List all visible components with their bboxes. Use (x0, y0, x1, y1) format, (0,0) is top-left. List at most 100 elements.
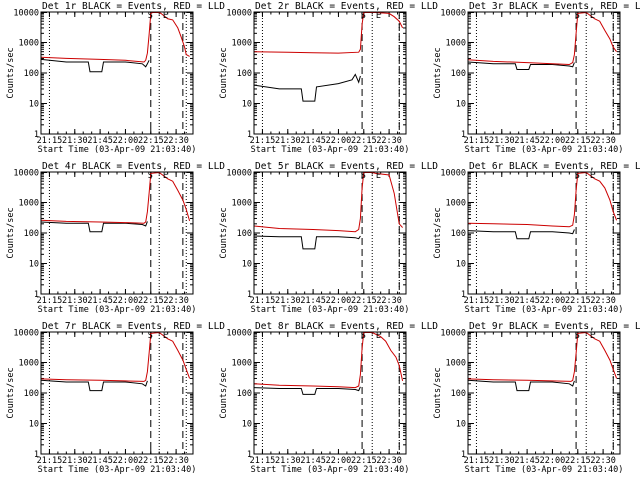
y-axis-label: Counts/sec (433, 367, 443, 418)
x-tick-label: 22:15 (351, 296, 377, 306)
marker-label-s: S (575, 11, 580, 21)
series-lld-line (253, 12, 404, 54)
x-tick-label: 22:15 (351, 136, 377, 146)
y-tick-label: 100 (237, 229, 252, 239)
x-tick-label: 22:00 (326, 456, 352, 466)
series-lld-line (40, 171, 191, 224)
y-tick-label: 10000 (13, 169, 39, 179)
series-events-line (467, 379, 575, 392)
y-tick-label: 100 (237, 69, 252, 79)
series-events-line (40, 58, 150, 73)
marker-label-s: S (575, 331, 580, 341)
x-tick-label: 21:45 (300, 456, 326, 466)
x-tick-label: 22:15 (351, 456, 377, 466)
x-tick-label: 22:00 (540, 136, 566, 146)
y-tick-label: 100 (237, 389, 252, 399)
y-tick-label: 10 (29, 420, 39, 430)
marker-label-s: S (361, 171, 366, 181)
plot-frame (253, 171, 407, 295)
x-tick-label: 22:15 (565, 296, 591, 306)
marker-label-s: S (148, 171, 153, 181)
y-tick-label: 10 (29, 100, 39, 110)
x-tick-label: 21:30 (62, 456, 88, 466)
x-tick-label: 22:30 (590, 296, 616, 306)
marker-label-s: S (575, 171, 580, 181)
y-tick-label: 10000 (226, 169, 252, 179)
series-events-line (253, 386, 361, 395)
series-lld-line (253, 172, 403, 233)
x-tick-label: 22:15 (138, 456, 164, 466)
detector-panel-2: Det 2r BLACK = Events, RED = LLD 1 10 100 10… (219, 1, 438, 155)
series-events-line (467, 61, 575, 70)
y-axis-label: Counts/sec (433, 207, 443, 258)
x-tick-label: 21:30 (489, 136, 515, 146)
x-tick-label: 21:15 (37, 136, 63, 146)
x-tick-label: 22:30 (590, 136, 616, 146)
plot-frame (40, 331, 194, 455)
panel-title: Det 2r BLACK = Events, RED = LLD (255, 1, 438, 12)
x-tick-label: 21:15 (250, 456, 276, 466)
x-tick-label: 22:15 (138, 136, 164, 146)
y-tick-label: 100 (24, 389, 39, 399)
y-axis-label: Counts/sec (219, 367, 229, 418)
x-tick-label: 21:15 (464, 296, 490, 306)
y-tick-label: 10 (29, 260, 39, 270)
y-tick-label: 10 (242, 260, 252, 270)
x-tick-label: 22:15 (565, 136, 591, 146)
y-tick-label: 1 (461, 130, 466, 140)
panel-title: Det 4r BLACK = Events, RED = LLD (42, 161, 225, 172)
x-tick-label: 21:15 (37, 456, 63, 466)
x-tick-label: 22:00 (540, 456, 566, 466)
detector-panel-7: Det 7r BLACK = Events, RED = LLD 1 10 100 10… (6, 321, 225, 475)
series-lld-line (467, 171, 618, 228)
detector-panel-5: Det 5r BLACK = Events, RED = LLD 1 10 100 10… (219, 161, 438, 315)
detector-panel-9: Det 9r BLACK = Events, RED = LLD 1 10 100 10… (433, 321, 640, 475)
plot-frame (253, 331, 407, 455)
x-tick-label: 21:15 (250, 136, 276, 146)
marker-label-e: E (376, 171, 381, 181)
x-axis-label: Start Time (03-Apr-09 21:03:40) (251, 145, 410, 155)
x-axis-label: Start Time (03-Apr-09 21:03:40) (251, 305, 410, 315)
y-tick-label: 10000 (13, 329, 39, 339)
series-events-line (467, 229, 575, 240)
panel-title: Det 1r BLACK = Events, RED = LLD (42, 1, 225, 12)
y-tick-label: 100 (451, 229, 466, 239)
y-tick-label: 10000 (440, 169, 466, 179)
y-axis-label: Counts/sec (6, 47, 16, 98)
x-tick-label: 22:00 (113, 296, 139, 306)
y-tick-label: 1000 (19, 199, 39, 209)
marker-label-e: E (376, 331, 381, 341)
y-tick-label: 10000 (13, 9, 39, 19)
x-tick-label: 21:45 (300, 296, 326, 306)
y-tick-label: 10 (242, 100, 252, 110)
marker-label-e: E (590, 331, 595, 341)
x-tick-label: 21:45 (514, 456, 540, 466)
y-tick-label: 10000 (440, 329, 466, 339)
detector-panel-1: Det 1r BLACK = Events, RED = LLD 1 10 100 10… (6, 1, 225, 155)
x-tick-label: 21:30 (62, 296, 88, 306)
plot-frame (467, 11, 621, 135)
x-tick-label: 22:00 (540, 296, 566, 306)
series-lld-line (40, 331, 191, 382)
detector-panel-3: Det 3r BLACK = Events, RED = LLD 1 10 100 10… (433, 1, 640, 155)
series-events-line (40, 221, 148, 233)
y-tick-label: 1 (247, 130, 252, 140)
y-tick-label: 1000 (19, 359, 39, 369)
x-tick-label: 22:00 (326, 136, 352, 146)
y-tick-label: 10000 (226, 329, 252, 339)
x-tick-label: 22:00 (113, 456, 139, 466)
y-tick-label: 100 (24, 229, 39, 239)
y-tick-label: 1 (34, 290, 39, 300)
marker-label-s: S (361, 331, 366, 341)
plot-frame (253, 11, 407, 135)
y-axis-label: Counts/sec (219, 207, 229, 258)
marker-label-s: S (148, 11, 153, 21)
panel-title: Det 7r BLACK = Events, RED = LLD (42, 321, 225, 332)
y-tick-label: 100 (451, 69, 466, 79)
x-tick-label: 22:30 (376, 456, 402, 466)
marker-label-e: E (590, 11, 595, 21)
detector-panel-6: Det 6r BLACK = Events, RED = LLD 1 10 100 10… (433, 161, 640, 315)
plot-frame (40, 11, 194, 135)
x-tick-label: 22:30 (163, 136, 189, 146)
